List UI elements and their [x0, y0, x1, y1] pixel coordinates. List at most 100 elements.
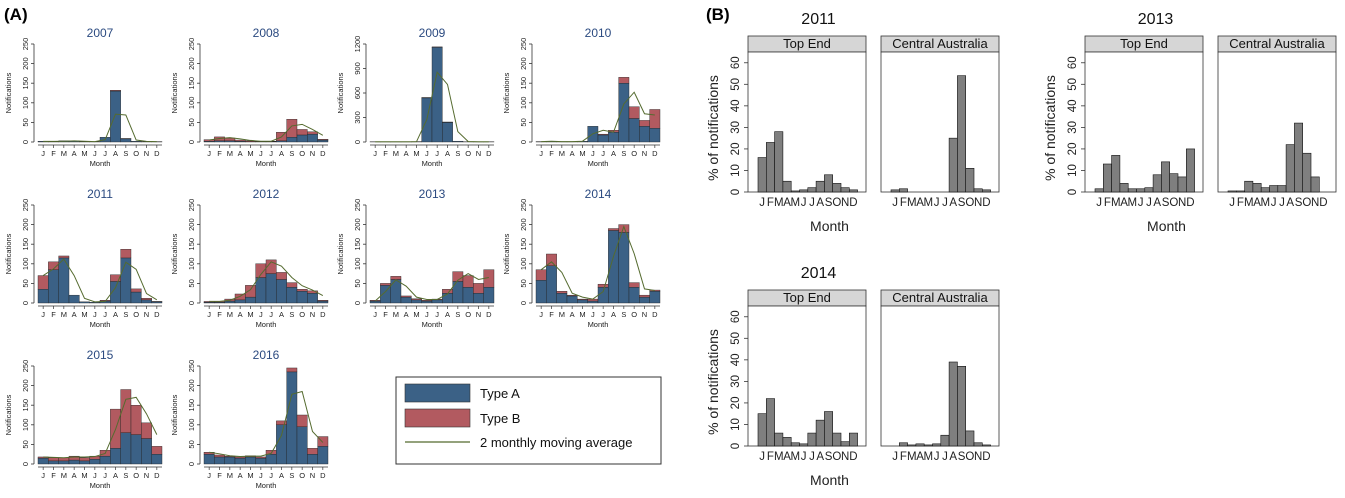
bar-month — [1269, 185, 1279, 193]
y-axis-label: Notifications — [170, 394, 179, 435]
bar-month — [948, 137, 958, 193]
x-tick-label: J — [942, 451, 948, 463]
x-tick-label: S — [123, 471, 128, 480]
bar-type-b — [639, 294, 650, 298]
bar-month — [1186, 148, 1195, 193]
x-tick-label: M — [81, 310, 87, 319]
y-tick-label: 0 — [519, 140, 528, 144]
bar-type-b — [296, 289, 308, 292]
bar-type-b — [390, 276, 402, 280]
y-tick-label: 40 — [1067, 99, 1079, 112]
bar-type-a — [110, 90, 121, 143]
bar-type-a — [628, 287, 640, 304]
facet-strip-label: Top End — [783, 36, 831, 51]
moving-average-line — [43, 113, 157, 143]
x-tick-label: J — [809, 197, 815, 209]
bar-type-b — [411, 298, 422, 301]
x-axis-label: Month — [810, 472, 849, 488]
x-tick-label: J — [373, 310, 377, 319]
y-tick-label: 50 — [1067, 78, 1079, 91]
bar-month — [815, 419, 825, 447]
x-tick-label: J — [809, 451, 815, 463]
x-tick-label: J — [1229, 197, 1235, 209]
bar-type-a — [546, 265, 557, 304]
bar-type-b — [286, 367, 298, 373]
bar-month — [957, 366, 967, 447]
x-tick-label: A — [238, 310, 243, 319]
subplot-title: 2011 — [87, 187, 113, 201]
bar-type-a — [203, 454, 215, 465]
bar-type-a — [224, 456, 236, 465]
x-tick-label: D — [154, 149, 160, 158]
y-tick-label: 150 — [187, 77, 196, 90]
x-tick-label: J — [269, 149, 273, 158]
bar-type-b — [307, 290, 318, 294]
bar-type-b — [307, 131, 318, 135]
x-tick-label: S — [455, 149, 460, 158]
y-tick-label: 250 — [353, 199, 362, 212]
y-tick-label: 150 — [21, 399, 30, 412]
bar-month — [757, 413, 767, 447]
bar-month — [907, 444, 917, 447]
bar-type-b — [234, 293, 246, 301]
y-tick-label: 20 — [730, 143, 742, 156]
bar-type-a — [535, 280, 547, 304]
bar-type-a — [130, 141, 142, 143]
moving-average-line — [42, 258, 158, 303]
bar-type-a — [110, 448, 121, 465]
bar-type-a — [68, 294, 80, 304]
x-tick-label: M — [1244, 197, 1254, 209]
bar-month — [765, 398, 775, 447]
y-tick-label: 200 — [187, 57, 196, 70]
x-tick-label: M — [907, 451, 917, 463]
bar-type-a — [151, 454, 163, 465]
x-tick-label: A — [611, 310, 616, 319]
bar-type-b — [130, 288, 142, 293]
bar-month — [932, 443, 942, 447]
y-tick-label: 0 — [730, 443, 742, 449]
moving-average-line — [209, 123, 324, 142]
y-tick-label: 0 — [187, 140, 196, 144]
bar-type-a — [473, 293, 484, 304]
bar-type-a — [431, 299, 443, 304]
y-tick-label: 0 — [353, 301, 362, 305]
x-tick-label: J — [93, 471, 97, 480]
bar-type-a — [452, 140, 464, 143]
bar-month — [807, 187, 817, 193]
subplot-title: 2008 — [253, 26, 280, 40]
x-tick-label: S — [289, 310, 294, 319]
x-axis-label: Month — [422, 320, 443, 329]
y-tick-label: 10 — [1067, 164, 1079, 177]
x-tick-label: F — [217, 149, 222, 158]
bar-month — [832, 432, 842, 447]
subplot-title: 2012 — [253, 187, 280, 201]
x-tick-label: J — [93, 310, 97, 319]
bar-type-a — [421, 300, 433, 304]
bar-type-b — [307, 448, 318, 455]
x-tick-label: N — [974, 451, 982, 463]
x-tick-label: J — [41, 149, 45, 158]
x-tick-label: F — [900, 451, 907, 463]
facet-panel — [1084, 51, 1204, 193]
x-tick-label: F — [767, 451, 774, 463]
subplot-title: 2014 — [585, 187, 612, 201]
x-tick-label: M — [924, 451, 934, 463]
x-tick-label: A — [279, 471, 284, 480]
x-tick-label: J — [892, 451, 898, 463]
x-tick-label: J — [269, 310, 273, 319]
x-tick-label: J — [892, 197, 898, 209]
y-tick-label: 50 — [21, 118, 30, 126]
bar-month — [1244, 180, 1254, 193]
bar-month — [757, 157, 767, 193]
x-tick-label: N — [144, 149, 149, 158]
bar-type-b — [535, 269, 547, 281]
bar-type-a — [400, 296, 412, 304]
bar-type-a — [89, 459, 101, 465]
bar-type-a — [296, 291, 308, 304]
y-tick-label: 150 — [519, 77, 528, 90]
x-tick-label: J — [934, 451, 940, 463]
x-tick-label: A — [72, 471, 77, 480]
